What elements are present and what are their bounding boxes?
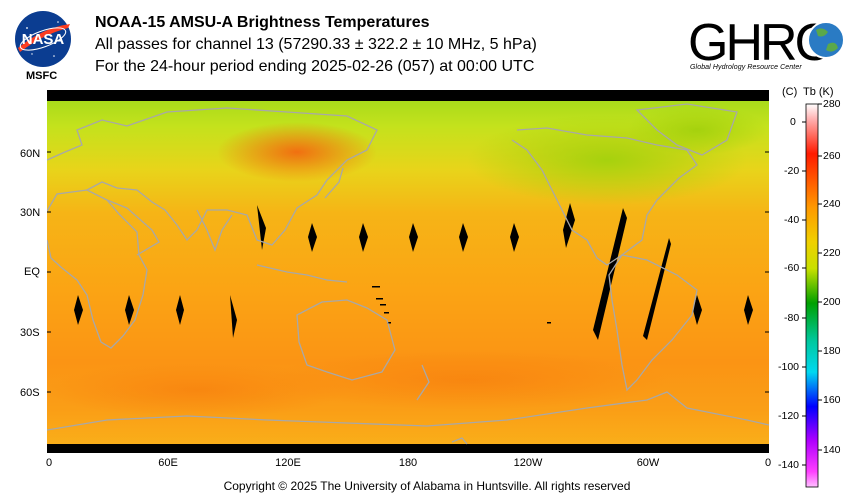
- header: NOAA-15 AMSU-A Brightness Temperatures A…: [95, 12, 537, 78]
- colorbar-c-tick-4: -80: [784, 312, 800, 324]
- colorbar-k-tick-6: 160: [823, 394, 841, 406]
- coastlines: [47, 103, 769, 445]
- colorbar-k-tick-1: 260: [823, 150, 841, 162]
- lon-label-120e: 120E: [275, 457, 301, 469]
- colorbar-k-tick-2: 240: [823, 198, 841, 210]
- map-ticks: [47, 151, 769, 393]
- colorbar-c-tick-6: -120: [778, 410, 800, 422]
- lon-label-0-east: 0: [764, 457, 772, 469]
- colorbar-c-tick-2: -40: [784, 214, 800, 226]
- colorbar-celsius-header: (C): [782, 86, 798, 98]
- page-title: NOAA-15 AMSU-A Brightness Temperatures: [95, 14, 430, 31]
- nasa-wordmark: NASA: [22, 31, 65, 48]
- lon-label-60e: 60E: [158, 457, 178, 469]
- swath-gaps: [74, 203, 753, 340]
- colorbar-k-tick-5: 180: [823, 345, 841, 357]
- msfc-label: MSFC: [26, 70, 58, 82]
- colorbar-c-tick-7: -140: [778, 459, 800, 471]
- colorbar-c-tick-1: -20: [784, 165, 800, 177]
- lon-label-120w: 120W: [513, 457, 543, 469]
- colorbar-gradient: [805, 103, 819, 488]
- lat-label-30n: 30N: [20, 207, 41, 219]
- colorbar-k-tick-0: 280: [823, 98, 841, 110]
- colorbar-k-tick-7: 140: [823, 444, 841, 456]
- ghrc-logo: GHRC: [688, 14, 845, 72]
- period-line: For the 24-hour period ending 2025-02-26…: [95, 58, 535, 75]
- lat-label-60s: 60S: [20, 387, 40, 399]
- nasa-logo: NASA: [15, 11, 71, 67]
- lat-label-60n: 60N: [20, 148, 41, 160]
- lon-label-60w: 60W: [636, 457, 660, 469]
- colorbar-c-tick-0: 0: [790, 116, 796, 128]
- brightness-temperature-map: [47, 90, 769, 453]
- channel-line: All passes for channel 13 (57290.33 ± 32…: [95, 36, 537, 53]
- lon-label-0: 0: [45, 457, 53, 469]
- colorbar-c-tick-3: -60: [784, 262, 800, 274]
- copyright-footer: Copyright © 2025 The University of Alaba…: [223, 479, 631, 493]
- lat-label-30s: 30S: [20, 327, 40, 339]
- colorbar-k-tick-4: 200: [823, 296, 841, 308]
- lon-label-180: 180: [398, 457, 418, 469]
- lat-label-eq: EQ: [24, 266, 40, 278]
- colorbar-k-tick-3: 220: [823, 247, 841, 259]
- ghrc-subtitle: Global Hydrology Resource Center: [690, 64, 802, 71]
- colorbar-kelvin-header: Tb (K): [803, 86, 834, 98]
- colorbar-c-tick-5: -100: [778, 361, 800, 373]
